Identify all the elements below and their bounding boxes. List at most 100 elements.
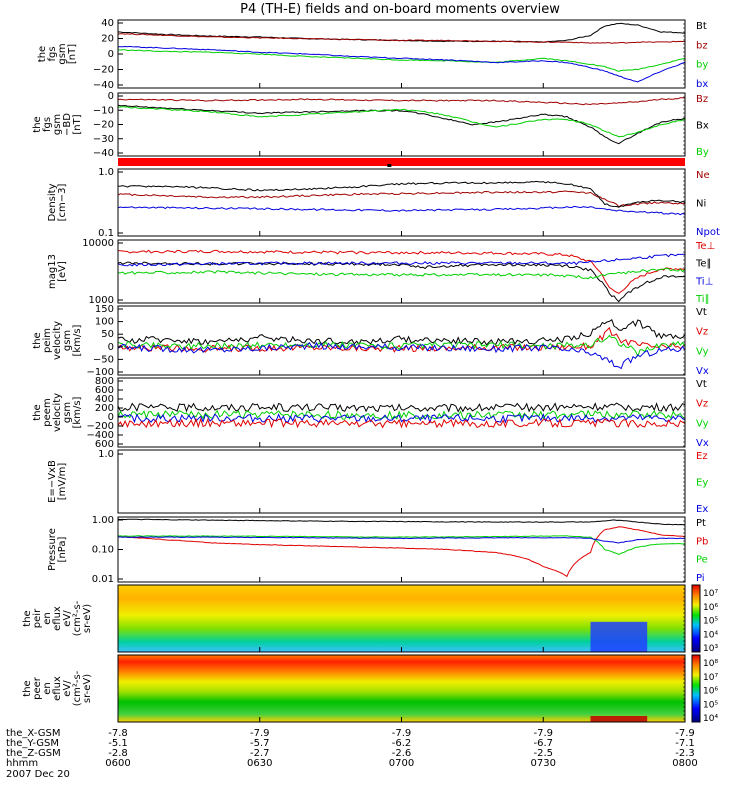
ylabel-line: gsm [62,402,73,423]
ylabel-line: mag13 [47,254,58,289]
series-line [118,402,685,413]
series-line [118,105,685,138]
legend-entry: Te⊥ [695,241,715,252]
legend-entry: Bz [696,94,708,105]
panel-frame [117,305,686,376]
panel-pressure: Pressure [nPa] 1.00 0.10 0.01 Pt Pb Pe Pi [47,515,708,585]
ytick-label: −200 [87,421,114,432]
ylabel-line: [km/s] [72,324,83,356]
series-line [118,267,685,280]
ytick-label: −10 [93,105,114,116]
legend-entry: Ni [696,199,706,210]
legend-entry: Ez [696,451,708,462]
footer-row-label: the_Z-GSM [6,748,61,759]
footer-value: -7.1 [675,738,695,749]
series-line [118,535,685,555]
legend-entry: By [696,147,709,158]
ylabel-line: the [32,116,43,132]
panel-frame [117,516,686,583]
ytick-label: −50 [93,354,114,365]
series-line [118,33,685,44]
series-line [118,49,685,72]
legend-entry: by [696,60,708,71]
spectrogram [118,655,685,722]
panel-temperature: mag13 [eV] 10000 1000 Te⊥ Te∥ Ti⊥ Ti∥ [47,238,715,306]
legend-entry: Pe [696,555,708,566]
ytick-label: −20 [93,65,114,76]
ylabel-line: eflux [52,606,63,631]
footer-row-label: the_X-GSM [6,728,60,739]
spectrogram-feature [590,621,648,652]
series-line [118,341,685,370]
footer-value: -7.8 [108,728,128,739]
footer-date: 2007 Dec 20 [6,769,70,780]
ytick-label: 200 [95,403,114,414]
series-line [118,526,685,578]
legend-entry: Vy [696,346,709,357]
panel-frame [117,19,686,89]
footer-row-label: hhmm [6,758,38,769]
ytick-label: −30 [93,134,114,145]
chart-title: P4 (TH-E) fields and on-board moments ov… [240,2,560,17]
legend-entry: Te∥ [695,259,712,270]
colorbar [691,584,701,653]
spectrogram-feature [590,716,648,722]
series-line [118,413,685,424]
mode-bar [118,158,685,166]
series-line [118,104,685,145]
series-line [118,319,685,346]
ylabel-line: peim [42,328,53,353]
legend-entry: bx [696,79,708,90]
ytick-label: 1000 [89,295,114,306]
ylabel-line: −BD [62,113,73,136]
ytick-label: 600 [95,439,114,450]
panel-efield: E=−VxB [mV/m] 1.0 Ez Ey Ex [47,449,708,515]
ylabel-line: peir [32,608,43,628]
legend-entry: Npot [696,227,720,238]
panel-fgs_dsl: the fgs gsm −BD [nT] 0 −10 −20 −30 −40 Bz Bx By [32,91,709,159]
series-line [118,45,685,83]
ytick-label: 20 [101,34,114,45]
series-line [118,536,685,544]
footer-value: -2.3 [675,748,695,759]
ytick-label: 800 [95,376,114,387]
footer-value: 0700 [389,758,414,769]
colorbar-tick: 10⁴ [703,630,718,640]
legend-entry: Vz [696,327,708,338]
ytick-label: 50 [101,329,114,340]
series-line [118,180,685,208]
ylabel-line: en [42,682,53,695]
footer-value: -7.9 [250,728,270,739]
series-line [118,253,685,267]
footer-value: 0800 [672,758,697,769]
panel-frame [117,92,686,157]
series-line [118,409,685,420]
ylabel-line: eflux [52,676,63,701]
colorbar-tick: 10⁶ [703,687,718,697]
legend-entry: Ti∥ [695,294,710,305]
ylabel-line: en [42,612,53,625]
ylabel-line: gsm [57,43,68,64]
ylabel-line: fgs [47,46,58,61]
series-line [118,205,685,216]
footer-row-label: the_Y-GSM [6,738,59,749]
legend-entry: bz [696,40,708,51]
ylabel-line: E=−VxB [47,460,58,503]
colorbar-tick: 10⁷ [703,673,718,683]
ytick-label: −40 [93,80,114,91]
ytick-label: 0 [108,412,114,423]
panel-fgs: the fgs gsm [nT] 40 20 0 −20 −40 Bt bz by bx [37,18,708,91]
ylabel-line: eV/ [62,610,73,627]
legend-entry: Ey [696,478,708,489]
series-line [118,417,685,429]
series-line [118,518,685,526]
panel-density: Density [cm−3] 1.0 0.1 Ne Ni Npot [47,167,720,239]
footer-value: -6.7 [533,738,553,749]
ylabel-line: fgs [42,117,53,132]
legend-entry: Ex [696,504,708,515]
ytick-label: 400 [95,394,114,405]
footer-value: -2.6 [392,748,412,759]
footer-value: -6.2 [392,738,412,749]
series-line [118,190,685,208]
